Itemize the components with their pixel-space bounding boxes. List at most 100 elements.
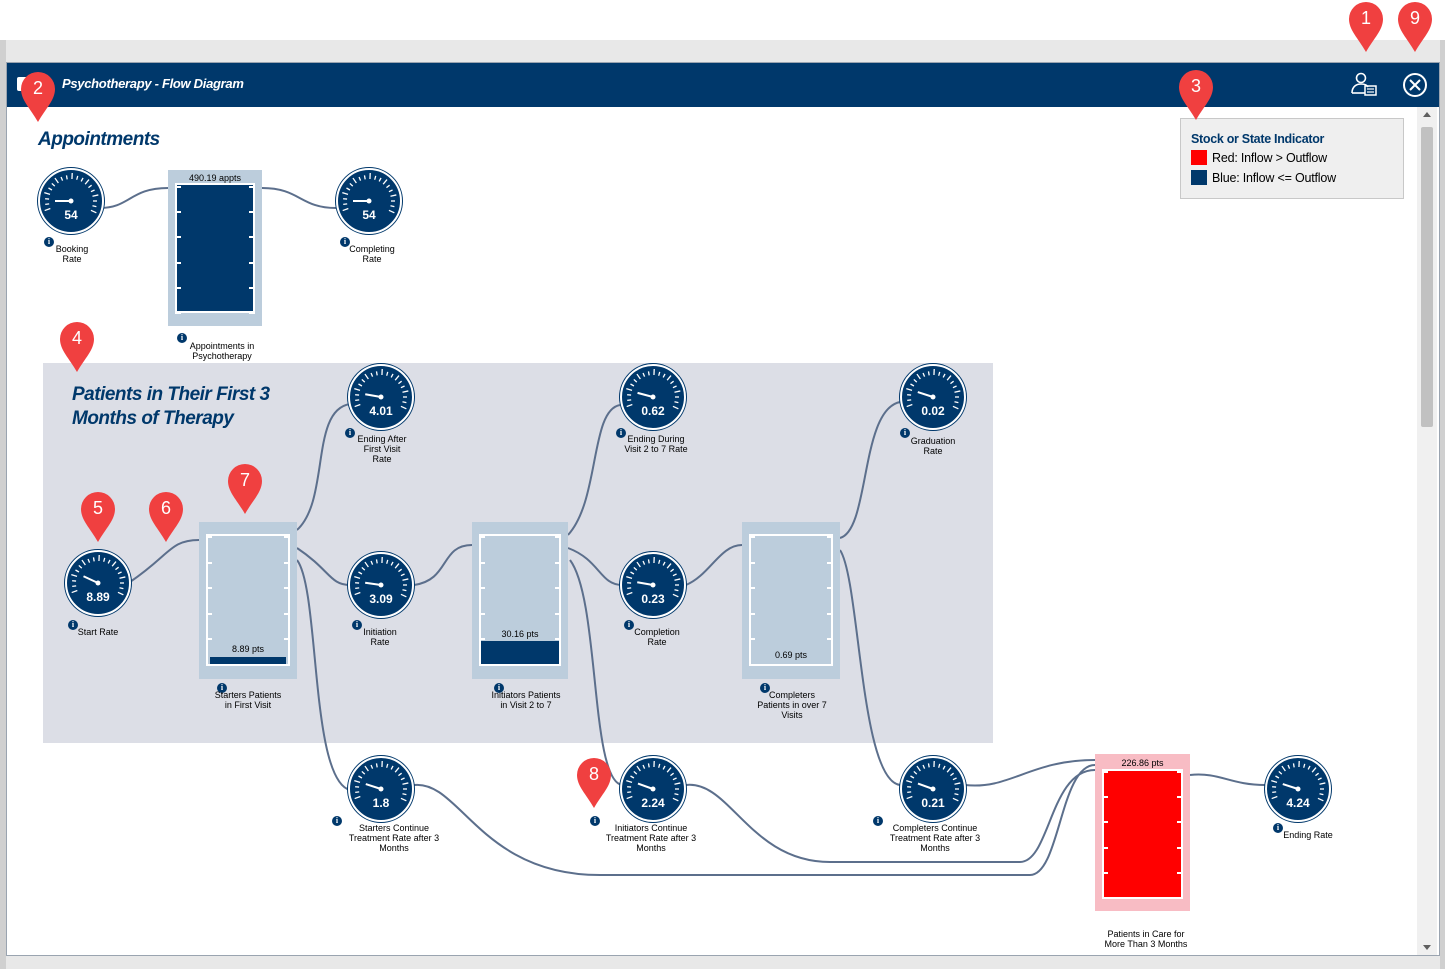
- info-icon[interactable]: i: [760, 683, 770, 693]
- gauge-booking-rate[interactable]: 54: [38, 168, 104, 234]
- info-icon[interactable]: i: [177, 333, 187, 343]
- stock-tick: [175, 261, 181, 264]
- user-card-button[interactable]: [1349, 71, 1379, 99]
- gauge-dial: [626, 368, 681, 410]
- gauge-dial: [1271, 760, 1326, 802]
- gauge-needle: [1282, 783, 1299, 790]
- gauge-label-start: Start Rate: [77, 627, 119, 637]
- stock-tick: [175, 186, 181, 188]
- stock-tick: [479, 638, 485, 641]
- info-icon[interactable]: i: [340, 237, 350, 247]
- stock-value: 0.69 pts: [774, 650, 808, 660]
- stock-tick: [249, 236, 255, 239]
- connector: [685, 769, 1096, 863]
- gauge-dial: [354, 556, 409, 598]
- stock-fill: [206, 534, 290, 666]
- gauge-completers-continue-rate[interactable]: 0.21: [900, 756, 966, 822]
- gauge-label-initiation: Initiation Rate: [363, 627, 397, 647]
- stock-tick: [555, 612, 561, 615]
- info-icon[interactable]: i: [68, 620, 78, 630]
- gauge-value: 2.24: [641, 796, 665, 810]
- stock-value: 226.86 pts: [1121, 758, 1164, 768]
- gauge-initiators-continue-rate[interactable]: 2.24: [620, 756, 686, 822]
- gauge-ending-rate[interactable]: 4.24: [1265, 756, 1331, 822]
- gauge-graduation-rate[interactable]: 0.02: [900, 364, 966, 430]
- gauge-ending-after-first-visit-rate[interactable]: 4.01: [348, 364, 414, 430]
- info-icon[interactable]: i: [900, 428, 910, 438]
- stock-long-care[interactable]: 226.86 pts: [1095, 754, 1190, 911]
- connector: [296, 403, 351, 531]
- info-icon[interactable]: i: [352, 620, 362, 630]
- gauge-completion-rate[interactable]: 0.23: [620, 552, 686, 618]
- callout-number: 9: [1409, 8, 1420, 28]
- info-icon[interactable]: i: [494, 683, 504, 693]
- stock-tick: [827, 664, 833, 666]
- gauge-value: 0.21: [921, 796, 945, 810]
- stock-tick: [555, 638, 561, 641]
- scroll-down-arrow-icon[interactable]: [1417, 939, 1437, 955]
- gauge-dial: [626, 760, 681, 802]
- info-icon[interactable]: i: [624, 620, 634, 630]
- legend-blue-label: Blue: Inflow <= Outflow: [1212, 171, 1336, 185]
- background-right-edge: [1440, 40, 1445, 969]
- info-icon[interactable]: i: [590, 816, 600, 826]
- info-icon[interactable]: i: [345, 428, 355, 438]
- stock-tick: [479, 587, 485, 590]
- info-icon[interactable]: i: [616, 428, 626, 438]
- info-icon[interactable]: i: [332, 816, 342, 826]
- stock-tick: [749, 561, 755, 564]
- gauge-needle: [365, 581, 382, 586]
- gauge-dial: [906, 368, 961, 410]
- gauge-starters-continue-rate[interactable]: 1.8: [348, 756, 414, 822]
- stock-completers[interactable]: 0.69 pts: [742, 522, 840, 679]
- red-swatch: [1191, 150, 1207, 165]
- gauge-needle: [637, 581, 654, 586]
- stock-tick: [249, 186, 255, 188]
- legend-row-blue: Blue: Inflow <= Outflow: [1191, 170, 1336, 185]
- close-button[interactable]: [1401, 71, 1429, 99]
- stock-tick: [1177, 897, 1183, 899]
- legend-row-red: Red: Inflow > Outflow: [1191, 150, 1327, 165]
- stock-tick: [249, 261, 255, 264]
- callout-pin: 3: [1176, 68, 1216, 122]
- stock-tick: [555, 536, 561, 538]
- legend-red-label: Red: Inflow > Outflow: [1212, 151, 1327, 165]
- stock-tick: [1102, 771, 1108, 773]
- info-icon[interactable]: i: [873, 816, 883, 826]
- vertical-scrollbar[interactable]: [1417, 107, 1437, 955]
- stock-tick: [284, 638, 290, 641]
- info-icon[interactable]: i: [217, 683, 227, 693]
- stock-tick: [249, 286, 255, 289]
- stock-tick: [284, 536, 290, 538]
- stock-tick: [555, 664, 561, 666]
- info-icon[interactable]: i: [44, 237, 54, 247]
- stock-fill: [749, 534, 833, 666]
- gauge-start-rate[interactable]: 8.89: [65, 550, 131, 616]
- gauge-dial: [906, 760, 961, 802]
- stock-tick: [749, 664, 755, 666]
- stock-tick: [749, 587, 755, 590]
- gauge-dial: [71, 554, 126, 596]
- stock-tick: [555, 587, 561, 590]
- gauge-value: 8.89: [86, 590, 110, 604]
- connector: [129, 539, 200, 583]
- connector: [296, 547, 351, 586]
- stock-tick: [206, 587, 212, 590]
- stock-starters[interactable]: 8.89 pts: [199, 522, 297, 679]
- info-icon[interactable]: i: [1273, 823, 1283, 833]
- gauge-dial: [354, 368, 409, 410]
- stock-tick: [249, 312, 255, 314]
- stock-fill: [175, 183, 255, 313]
- gauge-ending-during-visit-2-to-7-rate[interactable]: 0.62: [620, 364, 686, 430]
- connector: [839, 401, 901, 539]
- stock-tick: [175, 312, 181, 314]
- gauge-initiation-rate[interactable]: 3.09: [348, 552, 414, 618]
- gauge-value: 4.24: [1286, 796, 1310, 810]
- gauge-completing-rate[interactable]: 54: [336, 168, 402, 234]
- stock-appointments[interactable]: 490.19 appts: [168, 170, 262, 326]
- stock-tick: [1102, 796, 1108, 799]
- stock-initiators[interactable]: 30.16 pts: [472, 522, 568, 679]
- scrollbar-thumb[interactable]: [1421, 127, 1433, 427]
- scroll-up-arrow-icon[interactable]: [1417, 107, 1437, 123]
